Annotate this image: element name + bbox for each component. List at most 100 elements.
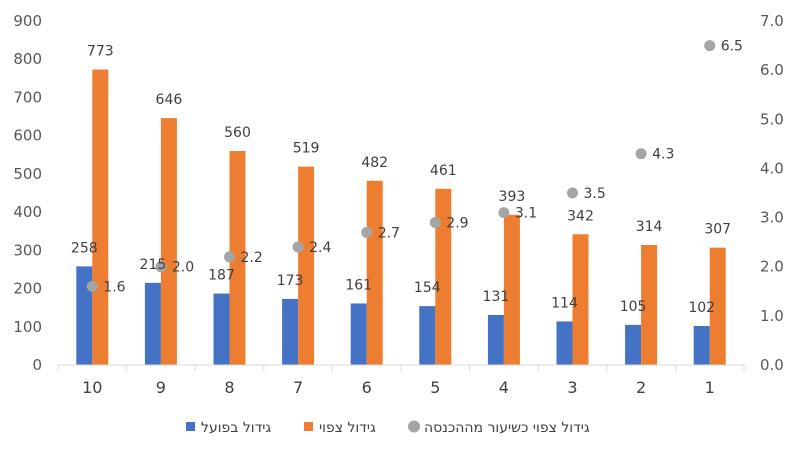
x-axis-tick-label: 9 [156,378,166,397]
x-axis-tick-label: 3 [567,378,577,397]
bar-expected-growth [298,166,315,365]
data-label-growth-rate: 2.7 [378,225,400,241]
data-label-actual-growth: 258 [71,240,98,256]
x-axis-tick-label: 8 [224,378,234,397]
data-label-growth-rate: 2.4 [309,240,331,256]
data-label-actual-growth: 102 [688,300,715,316]
bar-actual-growth [625,324,642,365]
bar-actual-growth [487,314,504,365]
legend-swatch-actual-growth [186,422,195,431]
data-labels: 258 773 1.6 215 646 2.0 187 560 2.2 173 519 2.4 161 4… [71,39,743,316]
left-axis-tick-label: 400 [13,203,42,221]
data-label-growth-rate: 6.5 [721,39,743,55]
point-growth-rate [704,40,716,52]
data-label-growth-rate: 2.9 [446,215,468,231]
data-label-expected-growth: 560 [224,125,251,141]
data-label-actual-growth: 173 [277,273,304,289]
x-axis-tick-label: 2 [636,378,646,397]
data-label-growth-rate: 2.2 [241,250,263,266]
legend: גידול בפועל גידול צפוי גידול צפוי כשיעור מ… [186,420,590,436]
legend-label-growth-rate: גידול צפוי כשיעור מההכנסה [424,420,590,436]
left-axis-tick-label: 300 [13,241,42,259]
data-label-actual-growth: 114 [551,295,578,311]
data-label-actual-growth: 161 [345,277,372,293]
x-axis-tick-label: 4 [499,378,509,397]
right-axis-tick-label: 1.0 [760,307,784,325]
point-growth-rate [155,261,167,273]
legend-label-expected-growth: גידול צפוי [319,420,376,436]
data-label-expected-growth: 461 [430,163,457,179]
bars [76,69,726,365]
bar-actual-growth [350,303,367,365]
point-growth-rate [292,241,304,253]
data-label-growth-rate: 1.6 [103,279,125,295]
x-axis-tick-label: 5 [430,378,440,397]
bar-expected-growth [503,214,520,365]
point-growth-rate [224,251,235,263]
bar-actual-growth [556,321,573,365]
bar-expected-growth [92,69,109,365]
data-label-growth-rate: 3.5 [584,186,606,202]
left-axis-tick-label: 200 [13,280,42,298]
bar-expected-growth [641,244,658,365]
bar-expected-growth [709,247,726,365]
data-label-actual-growth: 187 [208,268,235,284]
right-axis-tick-label: 6.0 [760,61,784,79]
bar-actual-growth [144,282,161,365]
bar-expected-growth [366,180,383,365]
data-label-actual-growth: 154 [414,280,441,296]
data-label-actual-growth: 131 [483,289,510,305]
left-axis-tick-label: 900 [13,12,42,30]
data-label-growth-rate: 4.3 [652,147,674,163]
right-axis-tick-label: 4.0 [760,159,784,177]
points [86,40,716,292]
legend-swatch-expected-growth [304,422,313,431]
left-axis-tick-label: 600 [13,127,42,145]
left-axis: 0 100 200 300 400 500 600 700 800 900 [13,12,42,374]
right-axis: 0.0 1.0 2.0 3.0 4.0 5.0 6.0 7.0 [760,12,784,374]
right-axis-tick-label: 7.0 [760,12,784,30]
right-axis-tick-label: 2.0 [760,258,784,276]
data-label-expected-growth: 482 [361,155,388,171]
x-axis-tick-label: 6 [362,378,372,397]
left-axis-tick-label: 700 [13,88,42,106]
left-axis-tick-label: 0 [32,356,42,374]
bar-actual-growth [693,326,710,365]
bar-actual-growth [213,293,230,365]
point-growth-rate [635,148,647,160]
x-axis: 10 9 8 7 6 5 4 3 2 1 [57,364,745,397]
data-label-expected-growth: 393 [499,189,526,205]
bar-expected-growth [229,150,246,365]
data-label-actual-growth: 215 [140,257,167,273]
data-label-actual-growth: 105 [620,299,647,315]
data-label-growth-rate: 3.1 [515,206,537,222]
data-label-expected-growth: 314 [636,219,663,235]
left-axis-tick-label: 500 [13,165,42,183]
bar-actual-growth [419,306,436,365]
bar-expected-growth [572,234,589,365]
data-label-growth-rate: 2.0 [172,260,194,276]
x-axis-tick-label: 1 [705,378,715,397]
bar-expected-growth [160,118,177,365]
point-growth-rate [567,187,578,199]
data-label-expected-growth: 646 [156,92,183,108]
x-axis-tick-label: 7 [293,378,303,397]
data-label-expected-growth: 342 [567,208,594,224]
bar-expected-growth [435,188,452,365]
point-growth-rate [429,216,441,228]
data-label-expected-growth: 519 [293,141,320,157]
right-axis-tick-label: 3.0 [760,209,784,227]
legend-label-actual-growth: גידול בפועל [201,420,271,436]
left-axis-tick-label: 800 [13,50,42,68]
left-axis-tick-label: 100 [13,318,42,336]
data-label-expected-growth: 773 [87,44,114,60]
point-growth-rate [361,226,373,238]
point-growth-rate [86,280,98,292]
right-axis-tick-label: 0.0 [760,356,784,374]
x-axis-tick-label: 10 [82,378,102,397]
bar-actual-growth [282,298,299,365]
legend-swatch-growth-rate [408,420,420,433]
bar-actual-growth [76,266,93,365]
right-axis-tick-label: 5.0 [760,110,784,128]
